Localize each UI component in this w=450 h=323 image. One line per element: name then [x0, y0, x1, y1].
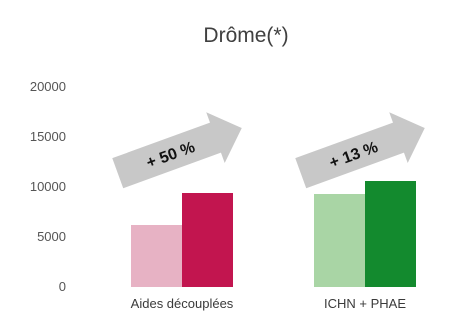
bar-2-1 [314, 194, 365, 287]
growth-arrow: + 50 % [112, 112, 242, 189]
bars [131, 181, 416, 287]
bar-2-2 [365, 181, 416, 287]
x-category-label: ICHN + PHAE [324, 296, 406, 311]
annotation-arrows: + 50 % + 13 % [112, 112, 425, 189]
bar-1-2 [182, 193, 233, 287]
arrow-shape [112, 112, 242, 189]
y-axis: 0 5000 10000 15000 20000 [30, 79, 66, 294]
y-tick-label: 0 [59, 279, 66, 294]
y-tick-label: 10000 [30, 179, 66, 194]
chart-title: Drôme(*) [203, 24, 288, 47]
bar-1-1 [131, 225, 182, 287]
x-category-label: Aides découplées [131, 296, 234, 311]
y-tick-label: 20000 [30, 79, 66, 94]
y-tick-label: 15000 [30, 129, 66, 144]
arrow-shape [295, 112, 425, 189]
x-axis-labels: Aides découplées ICHN + PHAE [131, 296, 407, 311]
y-tick-label: 5000 [37, 229, 66, 244]
